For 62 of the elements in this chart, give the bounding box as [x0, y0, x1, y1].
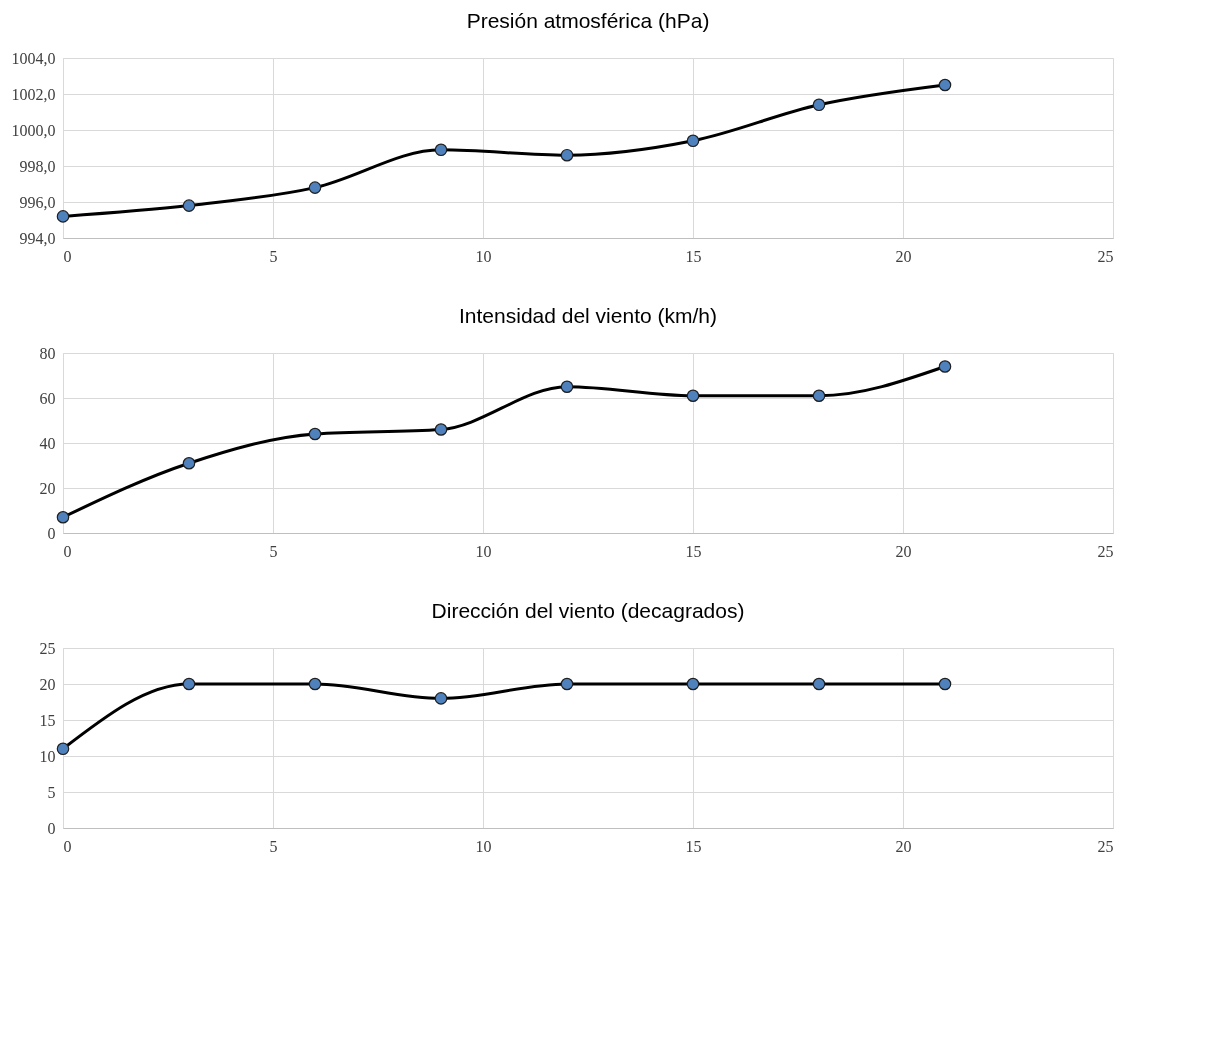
chart-title: Dirección del viento (decagrados) — [431, 599, 745, 622]
x-tick-label: 10 — [475, 247, 492, 265]
point — [938, 78, 952, 92]
x-tick-label: 5 — [269, 542, 278, 560]
y-tick-label: 996,0 — [19, 193, 56, 211]
y-tick-label: 0 — [47, 819, 56, 837]
point — [308, 181, 322, 194]
point — [560, 380, 574, 394]
x-tick-label: 15 — [685, 247, 702, 265]
y-tick-label: 1000,0 — [11, 121, 56, 139]
point — [812, 98, 826, 112]
y-tick-label: 0 — [47, 524, 56, 542]
y-tick-label: 994,0 — [19, 229, 56, 247]
point — [560, 148, 574, 162]
x-tick-label: 0 — [63, 542, 72, 560]
y-tick-label: 60 — [39, 389, 56, 407]
y-tick-label: 15 — [39, 711, 56, 729]
y-tick-label: 1004,0 — [11, 49, 56, 67]
point — [182, 677, 196, 691]
x-tick-label: 0 — [63, 837, 72, 855]
y-tick-label: 1002,0 — [11, 85, 56, 103]
x-tick-label: 20 — [895, 247, 912, 265]
x-tick-label: 20 — [895, 837, 912, 855]
y-tick-label: 20 — [39, 479, 56, 497]
y-tick-label: 40 — [39, 434, 56, 452]
y-tick-label: 5 — [47, 783, 56, 801]
x-tick-label: 25 — [1097, 247, 1114, 265]
x-tick-label: 15 — [685, 542, 702, 560]
point — [56, 742, 70, 756]
point — [308, 427, 322, 441]
y-tick-label: 10 — [39, 747, 56, 765]
point — [434, 423, 448, 436]
point — [686, 677, 700, 691]
x-tick-label: 0 — [63, 247, 72, 265]
x-tick-label: 5 — [269, 247, 278, 265]
chart-title: Presión atmosférica (hPa) — [466, 9, 710, 32]
x-tick-label: 10 — [475, 542, 492, 560]
point — [434, 143, 448, 157]
point — [938, 677, 952, 691]
point — [56, 510, 70, 524]
x-tick-label: 20 — [895, 542, 912, 560]
point — [812, 677, 826, 691]
y-tick-label: 25 — [39, 639, 56, 657]
y-tick-label: 80 — [39, 344, 56, 362]
point — [938, 360, 952, 373]
point — [812, 389, 826, 403]
x-tick-label: 25 — [1097, 542, 1114, 560]
y-tick-label: 998,0 — [19, 157, 56, 175]
point — [308, 677, 322, 691]
point — [686, 389, 700, 403]
point — [182, 456, 196, 470]
point — [56, 210, 70, 223]
point — [686, 134, 700, 148]
x-tick-label: 10 — [475, 837, 492, 855]
point — [560, 677, 574, 691]
point — [182, 199, 196, 212]
x-tick-label: 5 — [269, 837, 278, 855]
y-tick-label: 20 — [39, 675, 56, 693]
x-tick-label: 25 — [1097, 837, 1114, 855]
x-tick-label: 15 — [685, 837, 702, 855]
point — [434, 692, 448, 705]
chart-title: Intensidad del viento (km/h) — [459, 304, 717, 327]
